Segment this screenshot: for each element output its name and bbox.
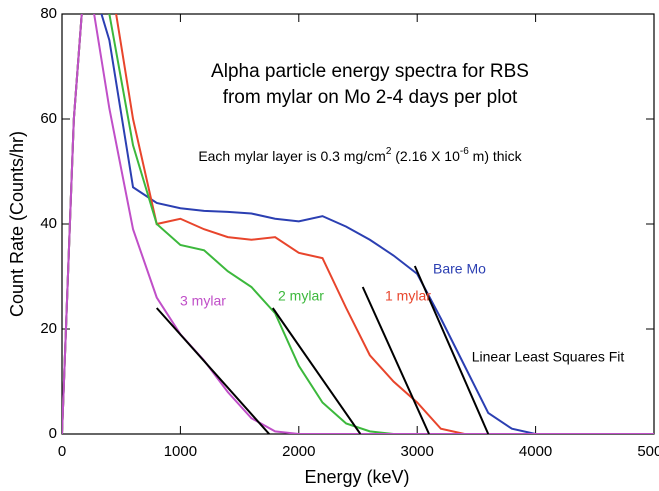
y-tick-label: 40 (40, 215, 57, 232)
subtitle: Each mylar layer is 0.3 mg/cm2 (2.16 X 1… (198, 146, 522, 164)
series-line (62, 14, 654, 434)
y-tick-label: 60 (40, 110, 57, 127)
series-line (62, 14, 654, 434)
x-tick-label: 4000 (519, 443, 552, 460)
x-tick-label: 3000 (401, 443, 434, 460)
series-line (62, 14, 654, 434)
chart-title: Alpha particle energy spectra for RBS (211, 61, 529, 82)
fit-line (361, 286, 430, 434)
x-tick-label: 0 (58, 443, 66, 460)
y-tick-label: 0 (49, 425, 57, 442)
series-label: 3 mylar (180, 293, 226, 309)
y-tick-label: 20 (40, 320, 57, 337)
x-tick-label: 1000 (164, 443, 197, 460)
series-label: 1 mylar (385, 288, 431, 304)
y-tick-label: 80 (40, 5, 57, 22)
series-label: Bare Mo (433, 261, 486, 277)
annotation: Linear Least Squares Fit (472, 349, 625, 365)
fit-line (271, 307, 362, 434)
x-tick-label: 2000 (282, 443, 315, 460)
subtitle-sup: -6 (460, 146, 469, 157)
y-axis-label: Count Rate (Counts/hr) (7, 131, 27, 317)
series-line (62, 14, 654, 434)
chart-title: from mylar on Mo 2-4 days per plot (223, 87, 518, 108)
subtitle-sup: 2 (386, 146, 392, 157)
subtitle-part: (2.16 X 10 (391, 148, 460, 164)
subtitle-part: Each mylar layer is 0.3 mg/cm (198, 148, 386, 164)
subtitle-part: m) thick (469, 148, 523, 164)
fit-line (413, 265, 490, 434)
fit-line (155, 307, 270, 434)
series-label: 2 mylar (278, 288, 324, 304)
x-axis-label: Energy (keV) (304, 467, 409, 487)
plot-area (62, 14, 654, 434)
